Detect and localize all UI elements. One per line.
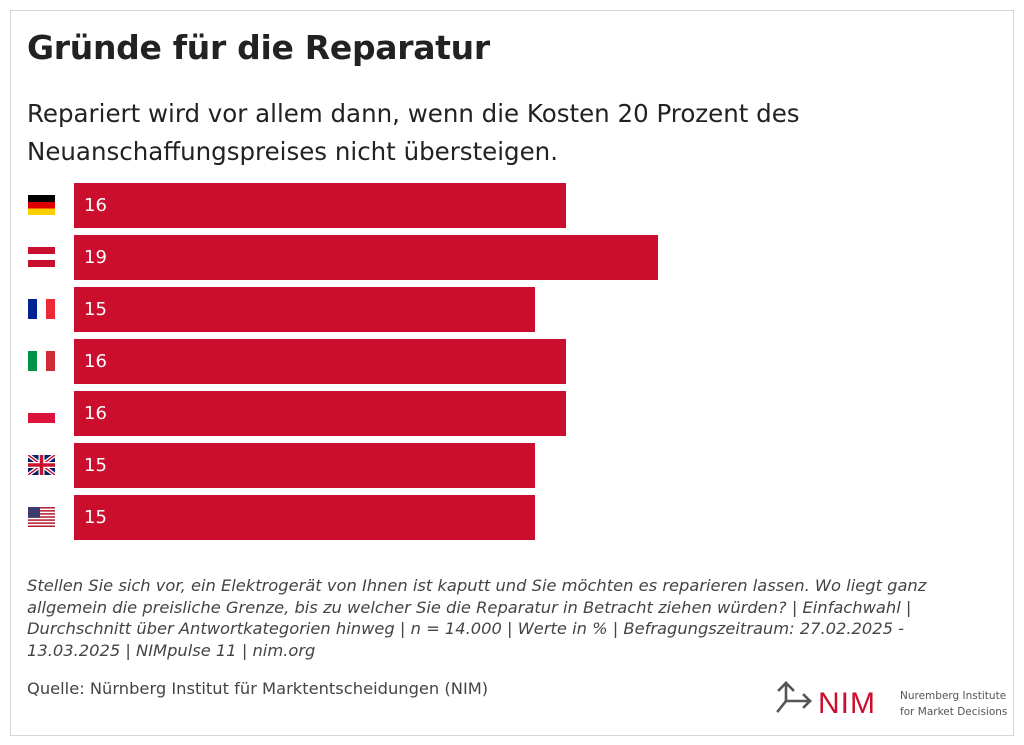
chart-title: Gründe für die Reparatur — [27, 28, 490, 67]
flag-poland-icon — [28, 413, 55, 423]
svg-text:NIM: NIM — [818, 687, 876, 720]
flag-austria-icon — [28, 247, 55, 267]
bar: 15 — [74, 287, 536, 332]
chart-subtitle: Repariert wird vor allem dann, wenn die … — [27, 99, 800, 166]
bar: 15 — [74, 495, 536, 540]
bar-value-label: 15 — [84, 299, 107, 320]
chart-frame — [10, 10, 1014, 736]
bar-value-label: 15 — [84, 455, 107, 476]
logo-line2: for Market Decisions — [900, 706, 1007, 718]
nim-logo: NIM Nuremberg Institute for Market Decis… — [776, 681, 1007, 720]
bar: 16 — [74, 183, 566, 228]
bar-value-label: 16 — [84, 403, 107, 424]
flag-uk-icon — [28, 455, 55, 475]
bar: 15 — [74, 443, 536, 488]
bar-value-label: 16 — [84, 195, 107, 216]
bar-value-label: 16 — [84, 351, 107, 372]
flag-italy-icon — [28, 351, 55, 371]
logo-line1: Nuremberg Institute — [900, 690, 1006, 702]
bar-value-label: 15 — [84, 507, 107, 528]
flag-germany-icon — [28, 195, 55, 215]
flag-france-icon — [28, 299, 55, 319]
bar-value-label: 19 — [84, 247, 107, 268]
bar: 19 — [74, 235, 659, 280]
footnote: Stellen Sie sich vor, ein Elektrogerät v… — [27, 576, 927, 660]
bar: 16 — [74, 339, 566, 384]
bar: 16 — [74, 391, 566, 436]
source: Quelle: Nürnberg Institut für Marktentsc… — [27, 679, 489, 698]
flag-usa-icon — [28, 507, 55, 527]
